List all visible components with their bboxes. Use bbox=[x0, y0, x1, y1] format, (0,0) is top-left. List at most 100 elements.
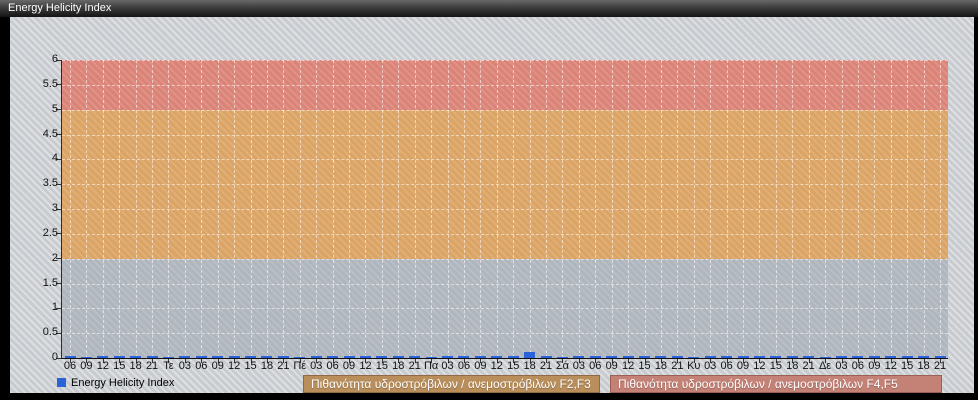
y-tick-label: 2 bbox=[51, 251, 58, 264]
bar bbox=[721, 356, 733, 358]
x-tick-label: 06 bbox=[720, 360, 733, 372]
grid-line-h bbox=[62, 233, 948, 235]
bar bbox=[606, 356, 618, 358]
bar bbox=[113, 356, 125, 358]
bar bbox=[934, 356, 946, 358]
bar bbox=[245, 356, 257, 358]
x-tick-mark bbox=[677, 359, 679, 363]
bar bbox=[918, 356, 930, 358]
x-tick-mark bbox=[644, 359, 646, 363]
grid-line-h bbox=[62, 283, 948, 285]
x-tick-mark bbox=[808, 359, 810, 363]
bar bbox=[195, 356, 207, 358]
bar bbox=[359, 356, 371, 358]
bar bbox=[130, 356, 142, 358]
x-tick-label: 21 bbox=[408, 360, 421, 372]
bar bbox=[540, 356, 552, 358]
x-tick-mark bbox=[759, 359, 761, 363]
bar bbox=[392, 356, 404, 358]
y-tick-label: 1.5 bbox=[42, 276, 58, 289]
y-tick-label: 1 bbox=[51, 301, 58, 314]
x-tick-mark bbox=[135, 359, 137, 363]
x-tick-mark bbox=[234, 359, 236, 363]
bar bbox=[310, 356, 322, 358]
bar bbox=[458, 356, 470, 358]
x-tick-label: 18 bbox=[917, 360, 930, 372]
x-tick-mark bbox=[86, 359, 88, 363]
y-tick-mark bbox=[56, 158, 61, 160]
x-tick-label: 18 bbox=[654, 360, 668, 372]
x-tick-label: 18 bbox=[786, 360, 799, 372]
y-tick-label: 0.5 bbox=[42, 326, 58, 339]
x-tick-label: 12 bbox=[621, 360, 635, 372]
x-tick-mark bbox=[562, 359, 564, 363]
x-tick-label: Κυ bbox=[687, 360, 701, 372]
y-tick-label: 3 bbox=[51, 202, 58, 214]
bar bbox=[836, 356, 847, 358]
x-tick-mark bbox=[480, 359, 482, 363]
y-tick-label: 0 bbox=[51, 351, 58, 363]
x-tick-mark bbox=[940, 359, 941, 363]
bar bbox=[704, 356, 716, 358]
x-tick-label: 18 bbox=[129, 360, 142, 372]
x-tick-mark bbox=[266, 359, 268, 363]
bar bbox=[507, 356, 519, 358]
x-tick-label: 03 bbox=[441, 360, 454, 372]
bar bbox=[376, 356, 388, 358]
bar bbox=[524, 352, 536, 358]
x-tick-label: Τε bbox=[163, 360, 174, 372]
x-tick-label: 12 bbox=[96, 360, 109, 372]
x-tick-label: 21 bbox=[933, 360, 947, 372]
x-tick-mark bbox=[332, 359, 334, 363]
x-tick-label: 12 bbox=[753, 360, 766, 372]
x-tick-mark bbox=[217, 359, 219, 363]
y-tick-label: 5 bbox=[51, 102, 58, 115]
y-tick-mark bbox=[56, 258, 61, 260]
x-tick-label: 21 bbox=[277, 360, 290, 372]
x-tick-mark bbox=[660, 359, 662, 363]
legend-swatch-icon bbox=[57, 378, 66, 387]
x-tick-label: 15 bbox=[769, 360, 782, 372]
band-label-f4f5: Πιθανότητα υδροστρόβιλων / ανεμοστρόβιλω… bbox=[610, 375, 942, 393]
grid-line-h bbox=[62, 308, 948, 310]
bar bbox=[655, 356, 667, 358]
x-tick-mark bbox=[316, 359, 318, 363]
x-tick-label: 03 bbox=[310, 360, 323, 372]
y-tick-label: 6 bbox=[51, 53, 58, 65]
bar bbox=[327, 356, 339, 358]
x-tick-label: 21 bbox=[671, 360, 684, 372]
bar bbox=[491, 356, 503, 358]
bar bbox=[589, 356, 601, 358]
x-tick-label: 03 bbox=[704, 360, 717, 372]
x-tick-mark bbox=[496, 359, 498, 363]
bar bbox=[64, 356, 76, 358]
x-tick-mark bbox=[102, 359, 104, 363]
bar bbox=[294, 357, 306, 358]
x-tick-label: 15 bbox=[901, 360, 914, 372]
x-tick-label: 09 bbox=[605, 360, 618, 372]
grid-line-h bbox=[62, 258, 948, 260]
grid-line-h bbox=[62, 333, 948, 335]
x-tick-label: 06 bbox=[195, 360, 208, 372]
y-tick-mark bbox=[56, 208, 61, 210]
bar bbox=[212, 356, 224, 358]
x-tick-label: 12 bbox=[359, 360, 372, 372]
y-tick-label: 4 bbox=[51, 152, 58, 165]
y-tick-mark bbox=[56, 233, 61, 235]
x-tick-label: 06 bbox=[63, 360, 77, 372]
x-tick-label: 15 bbox=[113, 360, 126, 372]
bar bbox=[146, 356, 158, 358]
bar bbox=[409, 356, 421, 358]
x-tick-mark bbox=[70, 359, 71, 363]
x-tick-label: Πέ bbox=[293, 360, 307, 372]
y-tick-mark bbox=[56, 183, 61, 185]
x-tick-label: 21 bbox=[145, 360, 159, 372]
x-tick-mark bbox=[299, 359, 301, 363]
grid-line-h bbox=[62, 159, 948, 161]
bar bbox=[228, 356, 240, 358]
bar bbox=[556, 357, 568, 358]
y-tick-mark bbox=[56, 134, 61, 135]
x-tick-label: 15 bbox=[638, 360, 651, 372]
x-tick-mark bbox=[907, 359, 909, 363]
x-tick-label: 18 bbox=[523, 360, 536, 372]
